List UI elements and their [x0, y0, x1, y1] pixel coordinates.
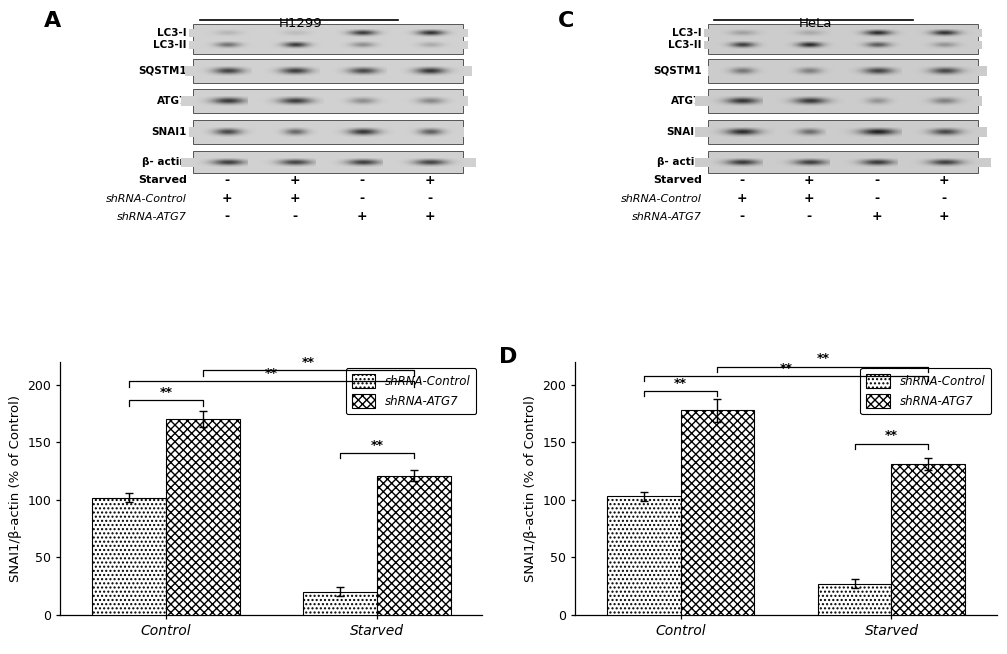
Text: Starved: Starved — [653, 175, 702, 186]
Text: shRNA-Control: shRNA-Control — [106, 194, 187, 203]
Text: LC3-I
LC3-II: LC3-I LC3-II — [668, 28, 702, 50]
Text: **: ** — [159, 386, 172, 399]
Bar — [193, 151, 463, 173]
Text: SQSTM1: SQSTM1 — [653, 65, 702, 76]
Text: -: - — [225, 211, 230, 224]
Bar — [708, 24, 978, 54]
Bar — [681, 410, 754, 615]
Text: +: + — [222, 192, 233, 205]
Bar — [303, 592, 377, 615]
Bar — [708, 90, 978, 113]
Text: -: - — [359, 174, 365, 187]
Text: SNAI1: SNAI1 — [667, 128, 702, 137]
Text: -: - — [874, 192, 879, 205]
Text: **: ** — [371, 439, 384, 451]
Text: **: ** — [885, 430, 898, 442]
Text: **: ** — [817, 353, 830, 366]
Text: C: C — [558, 10, 575, 31]
Text: D: D — [499, 347, 518, 367]
Text: β- actin: β- actin — [657, 157, 702, 167]
Text: LC3-I
LC3-II: LC3-I LC3-II — [153, 28, 187, 50]
Bar — [166, 419, 240, 615]
Y-axis label: SNAI1/β-actin (% of Control): SNAI1/β-actin (% of Control) — [9, 395, 22, 582]
Text: SNAI1: SNAI1 — [152, 128, 187, 137]
Legend: shRNA-Control, shRNA-ATG7: shRNA-Control, shRNA-ATG7 — [345, 368, 476, 415]
Text: B: B — [0, 347, 1, 367]
Text: SQSTM1: SQSTM1 — [138, 65, 187, 76]
Bar — [92, 498, 166, 615]
Text: ATG7: ATG7 — [672, 96, 702, 107]
Text: A: A — [43, 10, 60, 31]
Bar — [708, 120, 978, 145]
Bar — [708, 59, 978, 82]
Text: +: + — [289, 192, 300, 205]
Text: +: + — [939, 211, 950, 224]
Text: ATG7: ATG7 — [157, 96, 187, 107]
Y-axis label: SNAI1/β-actin (% of Control): SNAI1/β-actin (% of Control) — [524, 395, 537, 582]
Text: -: - — [225, 174, 230, 187]
Bar — [193, 120, 463, 145]
Text: shRNA-Control: shRNA-Control — [620, 194, 702, 203]
Bar — [708, 151, 978, 173]
Bar — [193, 90, 463, 113]
Bar — [193, 24, 463, 54]
Text: **: ** — [265, 368, 278, 381]
Text: -: - — [359, 192, 365, 205]
Text: -: - — [942, 192, 947, 205]
Text: -: - — [739, 174, 744, 187]
Text: +: + — [424, 174, 435, 187]
Bar — [377, 475, 450, 615]
Text: shRNA-ATG7: shRNA-ATG7 — [117, 212, 187, 222]
Text: β- actin: β- actin — [142, 157, 187, 167]
Bar — [891, 464, 966, 615]
Text: +: + — [356, 211, 368, 224]
Text: -: - — [292, 211, 297, 224]
Legend: shRNA-Control, shRNA-ATG7: shRNA-Control, shRNA-ATG7 — [860, 368, 991, 415]
Text: shRNA-ATG7: shRNA-ATG7 — [631, 212, 702, 222]
Text: +: + — [939, 174, 950, 187]
Text: **: ** — [779, 362, 793, 375]
Text: HeLa: HeLa — [799, 17, 832, 30]
Text: -: - — [739, 211, 744, 224]
Text: +: + — [804, 174, 815, 187]
Text: +: + — [424, 211, 435, 224]
Text: +: + — [736, 192, 747, 205]
Text: +: + — [871, 211, 882, 224]
Text: +: + — [289, 174, 300, 187]
Bar — [818, 584, 891, 615]
Text: **: ** — [674, 377, 687, 390]
Bar — [193, 59, 463, 82]
Text: -: - — [807, 211, 812, 224]
Text: -: - — [874, 174, 879, 187]
Text: Starved: Starved — [138, 175, 187, 186]
Text: H1299: H1299 — [279, 17, 322, 30]
Text: -: - — [427, 192, 432, 205]
Bar — [606, 496, 681, 615]
Text: +: + — [804, 192, 815, 205]
Text: **: ** — [302, 356, 315, 369]
